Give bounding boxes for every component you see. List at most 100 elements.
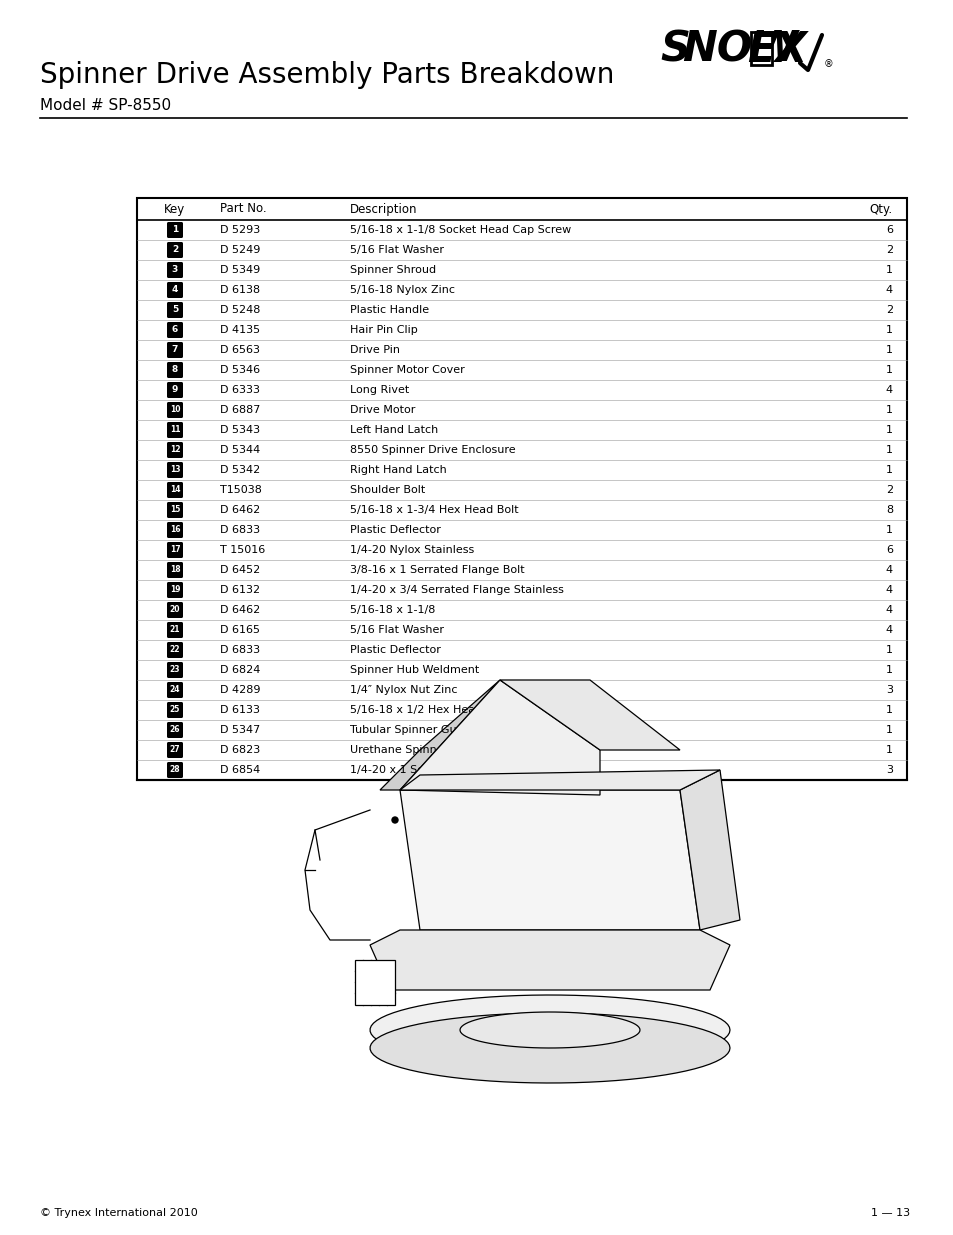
Text: 5/16-18 Nylox Zinc: 5/16-18 Nylox Zinc (350, 285, 455, 295)
Text: Shoulder Bolt: Shoulder Bolt (350, 485, 425, 495)
Text: 1: 1 (885, 645, 892, 655)
FancyBboxPatch shape (167, 582, 183, 598)
Text: D 5343: D 5343 (220, 425, 260, 435)
Text: D 5342: D 5342 (220, 466, 260, 475)
Text: 4: 4 (885, 564, 892, 576)
Text: Right Hand Latch: Right Hand Latch (350, 466, 446, 475)
Text: Qty.: Qty. (869, 203, 892, 215)
Text: T15038: T15038 (220, 485, 262, 495)
Polygon shape (679, 769, 740, 930)
Polygon shape (459, 1011, 639, 1049)
Text: 1/4-20 Nylox Stainless: 1/4-20 Nylox Stainless (350, 545, 474, 555)
Text: 8: 8 (885, 505, 892, 515)
Text: 5: 5 (172, 305, 178, 315)
Text: E: E (746, 28, 775, 70)
Text: S: S (659, 28, 689, 70)
Text: 23: 23 (170, 666, 180, 674)
Text: 13: 13 (170, 466, 180, 474)
Text: 4: 4 (885, 585, 892, 595)
Text: 4: 4 (172, 285, 178, 294)
Text: 8: 8 (172, 366, 178, 374)
Text: 22: 22 (170, 646, 180, 655)
FancyBboxPatch shape (167, 422, 183, 438)
Text: 15: 15 (170, 505, 180, 515)
Text: 5/16-18 x 1-1/8 Socket Head Cap Screw: 5/16-18 x 1-1/8 Socket Head Cap Screw (350, 225, 571, 235)
Text: 3/8-16 x 1 Serrated Flange Bolt: 3/8-16 x 1 Serrated Flange Bolt (350, 564, 524, 576)
Text: 21: 21 (170, 625, 180, 635)
Text: D 5349: D 5349 (220, 266, 260, 275)
FancyBboxPatch shape (167, 403, 183, 417)
Text: Description: Description (350, 203, 417, 215)
Text: D 6887: D 6887 (220, 405, 260, 415)
FancyBboxPatch shape (167, 462, 183, 478)
Text: Urethane Spinner: Urethane Spinner (350, 745, 448, 755)
FancyBboxPatch shape (167, 501, 183, 517)
Text: 1/4-20 x 3/4 Serrated Flange Stainless: 1/4-20 x 3/4 Serrated Flange Stainless (350, 585, 563, 595)
Text: 5/16-18 x 1-1/8: 5/16-18 x 1-1/8 (350, 605, 435, 615)
Text: 19: 19 (170, 585, 180, 594)
Text: 1: 1 (885, 725, 892, 735)
FancyBboxPatch shape (167, 682, 183, 698)
Text: D 6823: D 6823 (220, 745, 260, 755)
FancyBboxPatch shape (167, 742, 183, 758)
Polygon shape (355, 960, 395, 1005)
Text: 1: 1 (885, 705, 892, 715)
Text: D 6165: D 6165 (220, 625, 260, 635)
FancyBboxPatch shape (167, 282, 183, 298)
Text: 1: 1 (885, 664, 892, 676)
Text: Drive Pin: Drive Pin (350, 345, 399, 354)
Text: 20: 20 (170, 605, 180, 615)
Text: Part No.: Part No. (220, 203, 266, 215)
Text: 6: 6 (885, 545, 892, 555)
Text: 1: 1 (885, 745, 892, 755)
Text: D 6452: D 6452 (220, 564, 260, 576)
Text: 9: 9 (172, 385, 178, 394)
Text: 3: 3 (172, 266, 178, 274)
Text: 8550 Spinner Drive Enclosure: 8550 Spinner Drive Enclosure (350, 445, 515, 454)
Text: © Trynex International 2010: © Trynex International 2010 (40, 1208, 197, 1218)
Text: 7: 7 (172, 346, 178, 354)
Text: 17: 17 (170, 546, 180, 555)
Text: Plastic Handle: Plastic Handle (350, 305, 429, 315)
FancyBboxPatch shape (167, 362, 183, 378)
Text: 25: 25 (170, 705, 180, 715)
Text: 4: 4 (885, 385, 892, 395)
Text: 4: 4 (885, 605, 892, 615)
FancyBboxPatch shape (167, 342, 183, 358)
Polygon shape (379, 680, 499, 790)
Text: 5/16 Flat Washer: 5/16 Flat Washer (350, 245, 443, 254)
Text: 4: 4 (885, 285, 892, 295)
Text: 1: 1 (885, 525, 892, 535)
Text: 5/16 Flat Washer: 5/16 Flat Washer (350, 625, 443, 635)
Text: 1: 1 (885, 266, 892, 275)
Text: D 6563: D 6563 (220, 345, 260, 354)
Text: 1: 1 (885, 445, 892, 454)
Polygon shape (399, 790, 700, 930)
Text: 3: 3 (885, 685, 892, 695)
FancyBboxPatch shape (167, 722, 183, 739)
Polygon shape (399, 680, 599, 795)
Text: 1: 1 (885, 405, 892, 415)
Text: 2: 2 (885, 245, 892, 254)
Text: D 5248: D 5248 (220, 305, 260, 315)
Text: D 6833: D 6833 (220, 645, 260, 655)
Text: 24: 24 (170, 685, 180, 694)
Text: 27: 27 (170, 746, 180, 755)
FancyBboxPatch shape (167, 662, 183, 678)
Text: 4: 4 (885, 625, 892, 635)
Text: 1: 1 (885, 466, 892, 475)
Text: Key: Key (164, 203, 186, 215)
Text: Long Rivet: Long Rivet (350, 385, 409, 395)
Text: 1: 1 (885, 325, 892, 335)
Text: 5/16-18 x 1/2 Hex Head: 5/16-18 x 1/2 Hex Head (350, 705, 482, 715)
Text: D 6333: D 6333 (220, 385, 260, 395)
Text: D 4135: D 4135 (220, 325, 260, 335)
Polygon shape (370, 930, 729, 990)
Text: Spinner Shroud: Spinner Shroud (350, 266, 436, 275)
Text: D 5344: D 5344 (220, 445, 260, 454)
Text: 2: 2 (885, 305, 892, 315)
Text: 14: 14 (170, 485, 180, 494)
Text: D 6854: D 6854 (220, 764, 260, 776)
Text: Hair Pin Clip: Hair Pin Clip (350, 325, 417, 335)
FancyBboxPatch shape (167, 303, 183, 317)
